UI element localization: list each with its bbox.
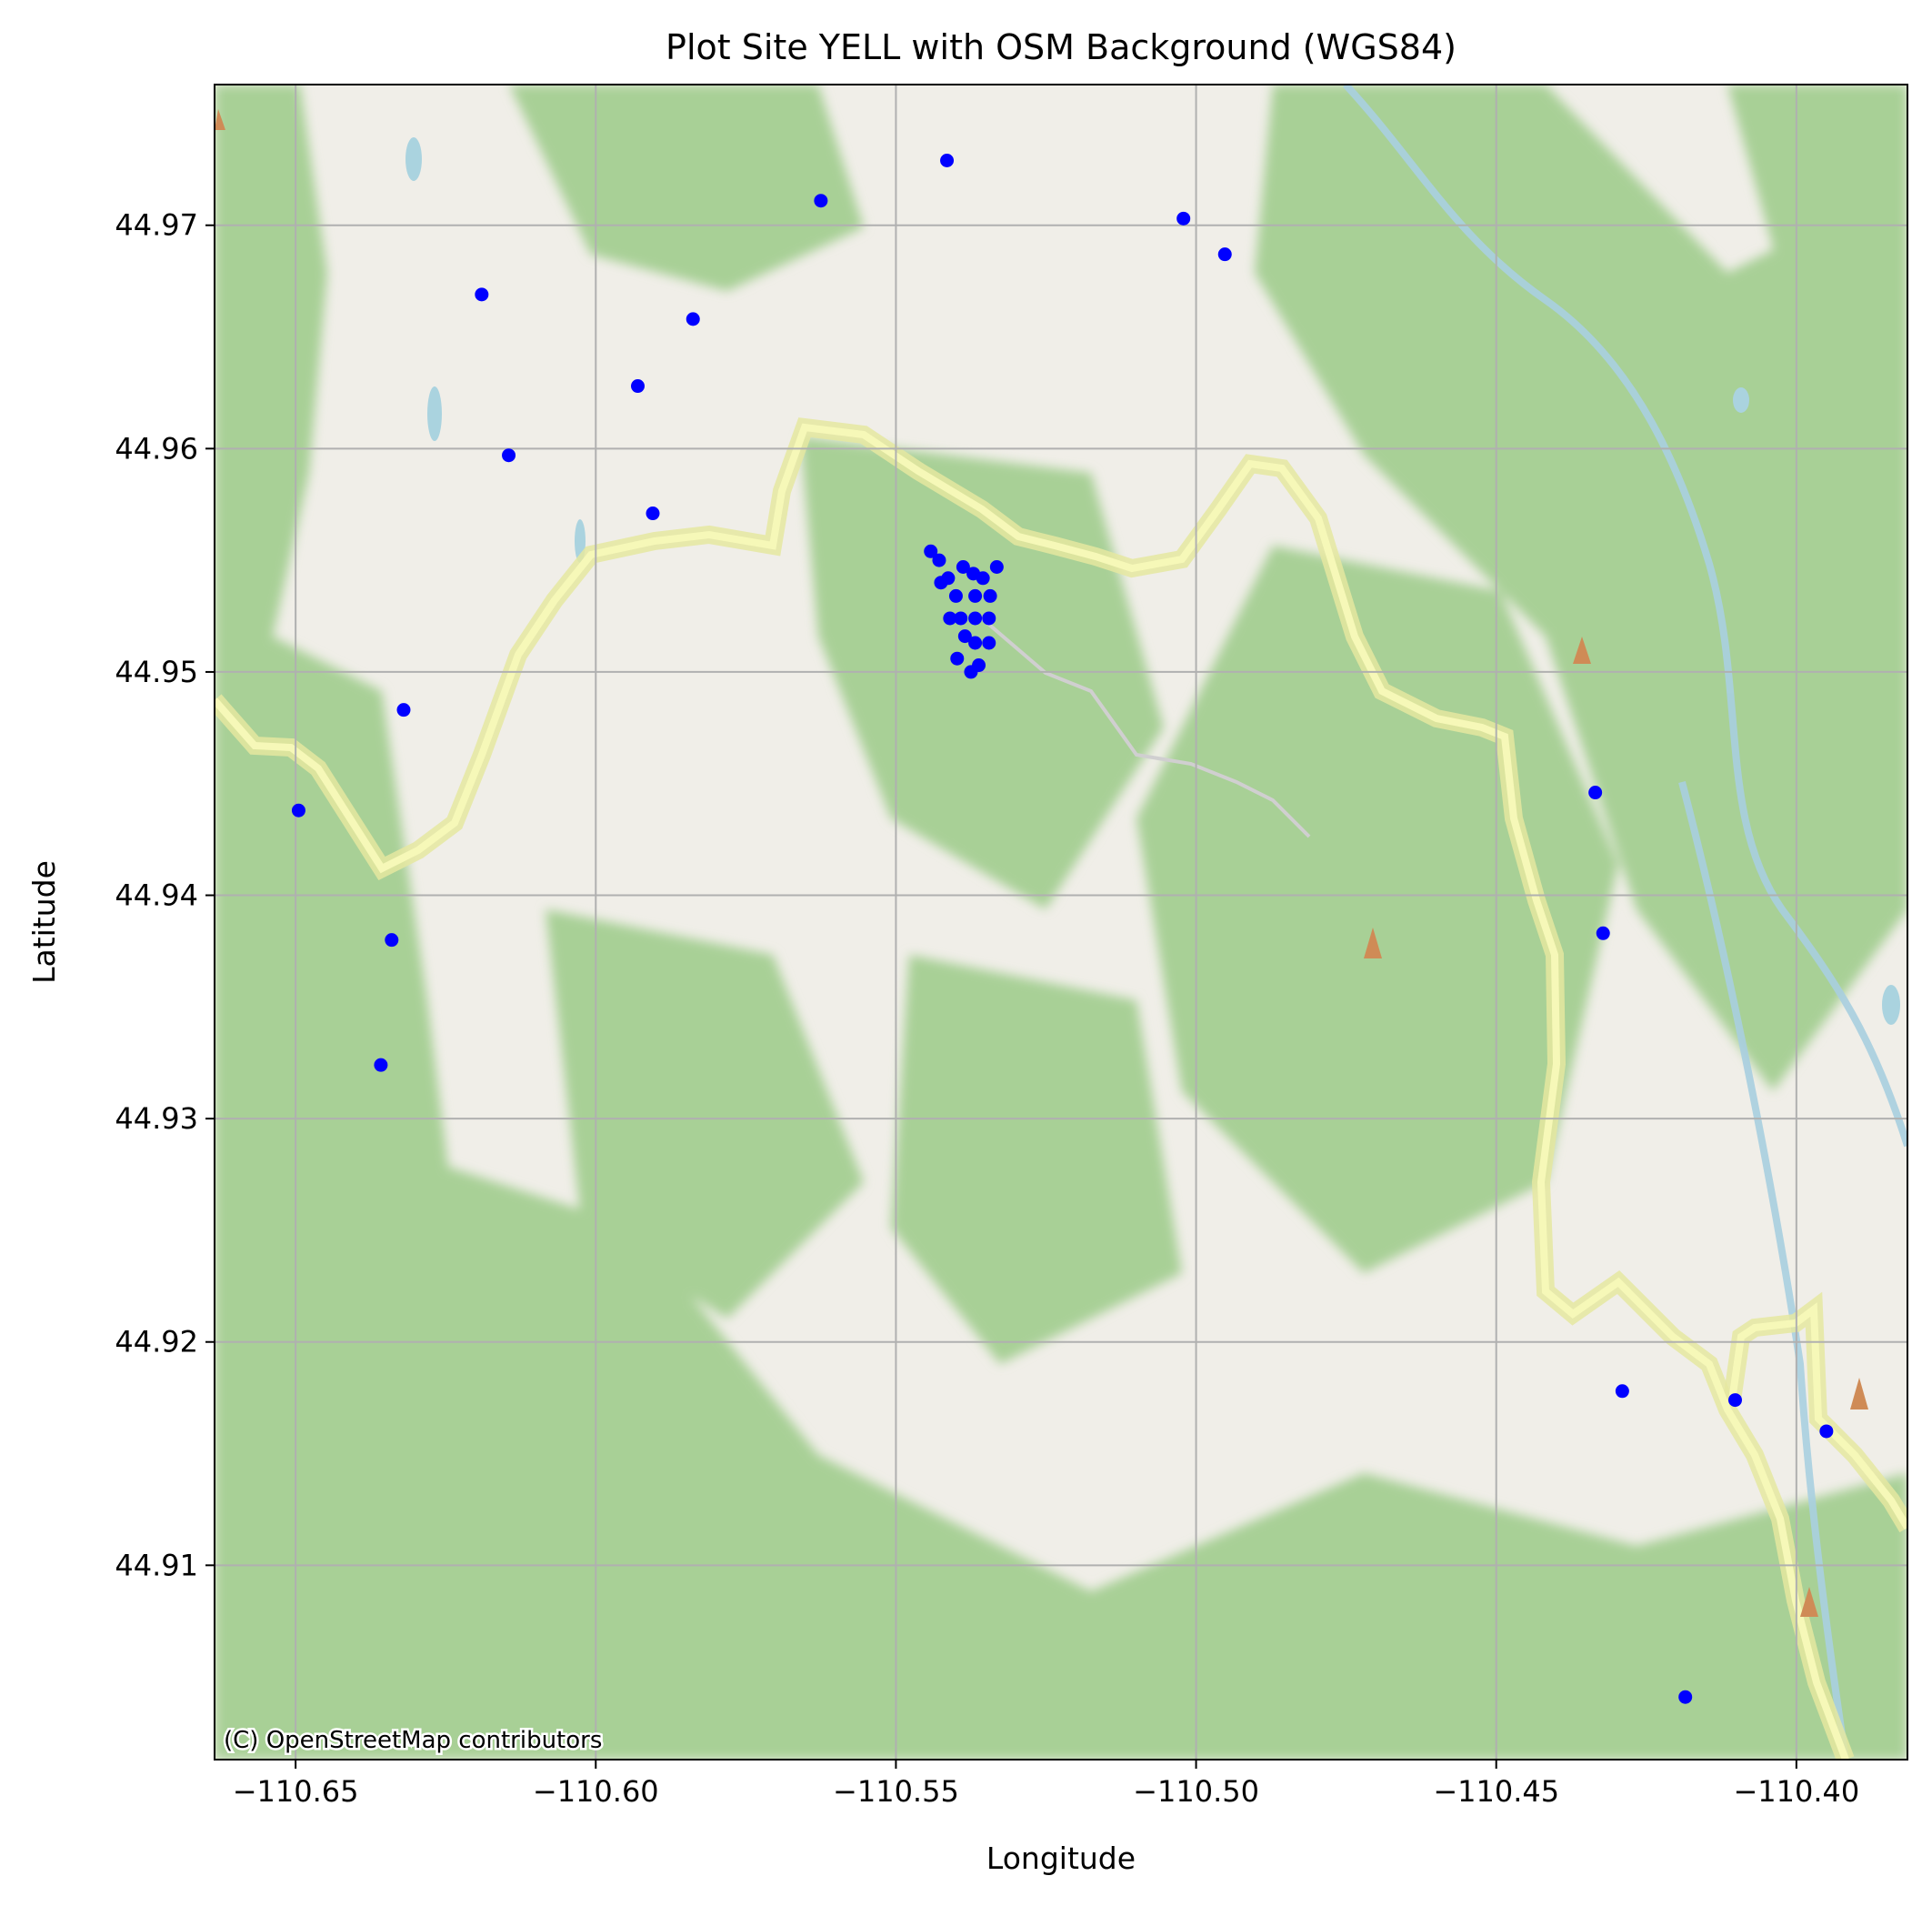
peak-markers	[215, 109, 1868, 1617]
plot-point	[956, 559, 970, 574]
plot-point	[631, 379, 645, 394]
plot-point	[374, 1058, 388, 1072]
peak-icon	[1800, 1587, 1818, 1617]
y-tick-label: 44.97	[115, 208, 198, 243]
osm-basemap	[215, 85, 1907, 1760]
plot-point	[968, 636, 983, 650]
y-tick-label: 44.91	[115, 1548, 198, 1582]
plot-point	[1596, 926, 1610, 940]
plot-point	[964, 665, 978, 679]
x-tick-label: −110.45	[1433, 1774, 1559, 1809]
x-tick-label: −110.55	[833, 1774, 959, 1809]
plot-points	[291, 154, 1834, 1704]
y-axis-ticks: 44.91 44.92 44.93 44.94 44.95 44.96 44.97	[115, 208, 215, 1582]
plot-point	[396, 703, 411, 717]
axes-frame	[214, 84, 1908, 1761]
plot-point	[1217, 247, 1232, 262]
plot-point	[957, 629, 972, 644]
plot-point	[948, 588, 963, 603]
plot-point	[686, 312, 700, 326]
plot-point	[954, 611, 968, 626]
plot-point	[1678, 1690, 1693, 1704]
y-tick-label: 44.96	[115, 431, 198, 466]
plot-point	[940, 154, 955, 168]
map-axes: (C) OpenStreetMap contributors −110.65 −1…	[115, 84, 1908, 1809]
plot-point	[1588, 786, 1603, 800]
x-axis-ticks: −110.65 −110.60 −110.55 −110.50 −110.45 −110.…	[233, 1760, 1859, 1809]
road-east	[1728, 1302, 1907, 1530]
map-attribution: (C) OpenStreetMap contributors	[224, 1727, 602, 1754]
plot-point	[968, 611, 983, 626]
plot-point	[1727, 1393, 1742, 1408]
plot-point	[1176, 211, 1191, 226]
plot-point	[976, 571, 990, 586]
plot-point	[943, 611, 957, 626]
plot-point	[982, 611, 996, 626]
plot-point	[934, 576, 948, 590]
y-axis-label: Latitude	[26, 860, 62, 984]
plot-point	[983, 588, 997, 603]
plot-point	[924, 544, 938, 558]
plot-point	[982, 636, 996, 650]
peak-icon	[1850, 1378, 1868, 1409]
plot-point	[646, 507, 660, 521]
y-tick-label: 44.94	[115, 878, 198, 913]
plot-point	[814, 194, 828, 208]
x-axis-label: Longitude	[986, 1841, 1136, 1876]
plot-point	[989, 559, 1004, 574]
y-tick-label: 44.95	[115, 655, 198, 689]
x-tick-label: −110.65	[233, 1774, 359, 1809]
plot-point	[1819, 1424, 1834, 1439]
y-tick-label: 44.93	[115, 1101, 198, 1136]
peak-icon	[215, 109, 225, 130]
trail	[980, 617, 1311, 838]
plot-title: Plot Site YELL with OSM Background (WGS8…	[666, 27, 1457, 67]
x-tick-label: −110.60	[533, 1774, 659, 1809]
forest-areas	[215, 85, 1907, 1760]
plot-point	[950, 651, 965, 666]
y-tick-label: 44.92	[115, 1325, 198, 1359]
x-tick-label: −110.40	[1733, 1774, 1859, 1809]
plot-point	[932, 553, 946, 567]
plot-point	[385, 933, 399, 948]
peak-icon	[1364, 928, 1382, 958]
plot-point	[1615, 1384, 1629, 1399]
plot-point	[291, 803, 305, 818]
plot-point	[502, 448, 516, 463]
grid-lines	[215, 85, 1907, 1760]
plot-point	[475, 287, 489, 302]
x-tick-label: −110.50	[1133, 1774, 1259, 1809]
plot-point	[968, 588, 983, 603]
road	[215, 423, 1849, 1760]
peak-icon	[1573, 637, 1591, 664]
